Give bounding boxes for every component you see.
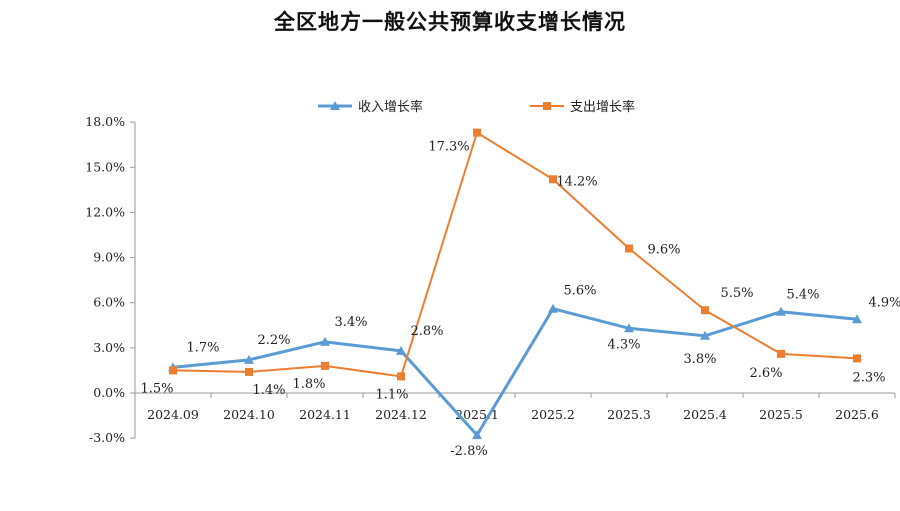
data-point	[700, 330, 710, 340]
data-label: 1.5%	[140, 381, 173, 396]
data-point	[472, 430, 482, 440]
x-tick-label: 2024.11	[299, 407, 351, 422]
data-label: 3.8%	[683, 352, 716, 367]
x-tick-label: 2024.09	[147, 407, 199, 422]
y-tick-label: 3.0%	[93, 340, 125, 355]
data-point	[853, 354, 861, 363]
data-label: 1.1%	[375, 387, 408, 402]
data-label: 1.7%	[186, 340, 219, 355]
data-label: -2.8%	[450, 444, 487, 459]
x-tick-label: 2025.3	[607, 407, 651, 422]
data-point	[320, 336, 330, 346]
x-tick-label: 2025.6	[835, 407, 879, 422]
data-point	[776, 306, 786, 316]
data-point	[244, 354, 254, 364]
series-line	[172, 131, 858, 378]
data-label: 5.5%	[720, 286, 753, 301]
series-lines	[172, 131, 858, 437]
y-tick-label: 9.0%	[93, 250, 125, 265]
markers	[168, 128, 862, 440]
data-label: 4.3%	[607, 337, 640, 352]
data-point	[625, 244, 633, 253]
x-tick-label: 2025.4	[683, 407, 727, 422]
legend-label: 收入增长率	[358, 99, 423, 115]
chart-title: 全区地方一般公共预算收支增长情况	[274, 10, 626, 34]
y-tick-label: 0.0%	[93, 385, 125, 400]
data-point	[624, 323, 634, 333]
data-point	[397, 372, 405, 381]
data-label: 4.9%	[868, 295, 900, 310]
data-label: 2.6%	[749, 366, 782, 381]
x-tick-label: 2025.2	[531, 407, 575, 422]
data-label: 5.4%	[786, 288, 819, 303]
data-point	[473, 128, 481, 137]
data-label: 9.6%	[647, 243, 680, 258]
data-label: 2.3%	[852, 370, 885, 385]
data-point	[548, 303, 558, 313]
y-tick-label: 18.0%	[85, 114, 125, 129]
data-label: 3.4%	[334, 315, 367, 330]
y-tick-label: -3.0%	[89, 430, 125, 445]
legend: 收入增长率 支出增长率	[318, 99, 635, 115]
data-point	[549, 175, 557, 184]
data-label: 1.4%	[252, 383, 285, 398]
legend-label: 支出增长率	[570, 99, 635, 115]
data-point	[321, 361, 329, 370]
data-point	[701, 306, 709, 315]
data-label: 17.3%	[428, 140, 469, 155]
data-label: 2.8%	[410, 324, 443, 339]
x-tick-label: 2025.5	[759, 407, 803, 422]
data-label: 2.2%	[257, 333, 290, 348]
y-tick-label: 6.0%	[93, 295, 125, 310]
data-label: 1.8%	[292, 377, 325, 392]
legend-marker	[330, 101, 340, 110]
data-point	[245, 367, 253, 376]
series-line	[172, 307, 858, 437]
data-label: 5.6%	[563, 284, 596, 299]
data-point	[169, 366, 177, 375]
legend-marker	[543, 102, 551, 110]
axes: -3.0% 0.0% 3.0% 6.0% 9.0% 12.0% 15.0% 18.0% 2024…	[85, 114, 896, 445]
y-tick-label: 15.0%	[85, 159, 125, 174]
y-tick-label: 12.0%	[85, 204, 125, 219]
x-tick-label: 2024.10	[223, 407, 275, 422]
x-tick-label: 2024.12	[375, 407, 427, 422]
data-point	[396, 345, 406, 355]
data-point	[777, 349, 785, 358]
data-labels: 1.7% 2.2% 3.4% 2.8% -2.8% 5.6% 4.3% 3.8% 5.4% 4.9…	[140, 140, 900, 460]
data-point	[852, 314, 862, 324]
data-label: 14.2%	[556, 174, 597, 189]
